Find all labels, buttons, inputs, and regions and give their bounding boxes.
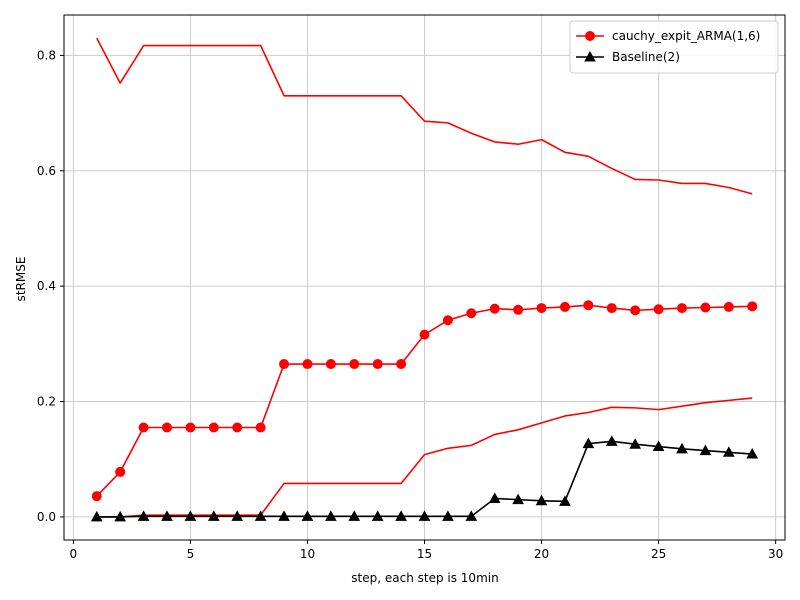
data-point	[699, 444, 712, 456]
y-tick-label: 0.0	[37, 510, 56, 524]
legend-label: Baseline(2)	[612, 50, 680, 64]
data-point	[278, 510, 290, 521]
x-tick-label: 0	[70, 547, 78, 561]
data-point	[325, 510, 337, 521]
legend-marker	[584, 50, 596, 62]
data-point	[371, 510, 384, 521]
data-point	[536, 303, 547, 314]
data-point	[513, 304, 524, 315]
data-point	[676, 442, 688, 454]
x-tick-label: 30	[768, 547, 783, 561]
data-point	[138, 422, 149, 433]
series-cauchy-expit-arma-1-6	[91, 300, 758, 502]
data-point	[302, 359, 313, 370]
data-point	[418, 510, 431, 521]
series-upper-band	[96, 37, 753, 195]
data-point	[161, 510, 173, 521]
legend: cauchy_expit_ARMA(1,6) Baseline(2)	[569, 20, 779, 74]
data-point	[677, 303, 687, 314]
y-tick-label: 0.6	[37, 164, 56, 178]
data-point	[372, 359, 383, 370]
legend-box	[569, 20, 779, 74]
y-tick-label: 0.2	[37, 395, 56, 409]
data-point	[605, 435, 618, 446]
data-point	[232, 422, 243, 433]
legend-label: cauchy_expit_ARMA(1,6)	[612, 29, 760, 43]
data-point	[465, 510, 478, 521]
x-tick-label: 25	[651, 547, 666, 561]
data-point	[442, 315, 453, 326]
series-line	[96, 37, 753, 195]
data-point	[652, 440, 665, 452]
data-point	[629, 438, 642, 449]
data-point	[419, 329, 430, 340]
data-point	[630, 305, 641, 316]
data-point	[348, 510, 361, 521]
data-point	[255, 422, 266, 433]
series-line	[96, 397, 753, 518]
data-point	[301, 510, 314, 521]
ticks: 0 5 10 15 20 25 30 0.0 0.2 0.4 0.6 0.8	[37, 48, 783, 561]
data-point	[488, 492, 501, 503]
data-point	[396, 359, 407, 370]
y-tick-label: 0.4	[37, 279, 56, 293]
data-point	[746, 448, 759, 459]
data-point	[114, 510, 127, 522]
data-point	[207, 510, 220, 521]
data-point	[700, 302, 711, 313]
data-point	[137, 510, 150, 521]
data-point	[466, 308, 477, 319]
data-point	[535, 494, 548, 506]
data-point	[231, 510, 244, 521]
data-point	[723, 301, 734, 312]
y-axis-label: stRMSE	[14, 257, 28, 302]
data-point	[582, 437, 595, 449]
data-point	[583, 300, 594, 311]
grid	[64, 15, 785, 540]
data-point	[279, 359, 290, 370]
data-point	[722, 446, 735, 457]
data-point	[395, 510, 407, 521]
series-lower-band	[96, 397, 753, 518]
data-point	[559, 301, 570, 312]
data-point	[653, 304, 664, 315]
data-point	[90, 510, 103, 522]
data-point	[254, 510, 267, 521]
series-baseline-2	[90, 435, 759, 522]
y-tick-label: 0.8	[37, 48, 56, 62]
data-point	[489, 303, 500, 314]
data-point	[325, 359, 336, 370]
data-point	[162, 422, 172, 433]
x-tick-label: 15	[417, 547, 432, 561]
data-point	[349, 359, 360, 370]
data-point	[91, 491, 102, 502]
data-point	[208, 422, 219, 433]
x-tick-label: 20	[534, 547, 549, 561]
x-axis-label: step, each step is 10min	[351, 571, 498, 585]
data-point	[606, 303, 617, 314]
x-tick-label: 10	[300, 547, 315, 561]
x-tick-label: 5	[187, 547, 195, 561]
data-point	[185, 422, 196, 433]
data-point	[747, 301, 758, 312]
legend-marker	[585, 31, 595, 41]
data-point	[559, 495, 571, 506]
data-point	[184, 510, 197, 521]
data-point	[512, 493, 524, 505]
series-layer	[90, 37, 759, 522]
data-point	[442, 510, 454, 521]
data-point	[115, 466, 126, 477]
